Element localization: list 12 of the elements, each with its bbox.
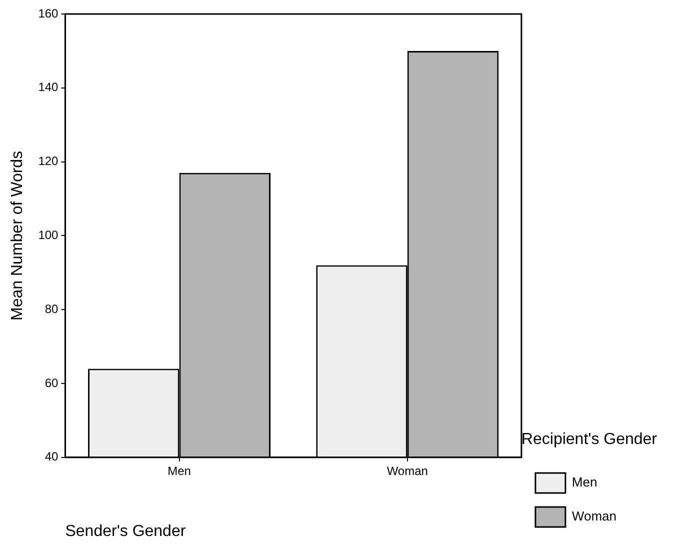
y-tick-label: 160 (38, 6, 59, 20)
y-tick-label: 100 (38, 228, 59, 242)
legend-label: Woman (572, 508, 616, 524)
y-tick-label: 40 (44, 450, 59, 464)
legend-title: Recipient's Gender (521, 431, 658, 448)
y-tick-label: 60 (44, 376, 59, 390)
x-axis-title: Sender's Gender (65, 522, 186, 540)
y-axis-title: Mean Number of Words (9, 150, 26, 320)
y-tick-label: 140 (38, 80, 59, 94)
y-tick-label: 120 (38, 154, 59, 168)
y-tick-label: 80 (44, 302, 59, 316)
legend-label: Men (572, 474, 598, 490)
